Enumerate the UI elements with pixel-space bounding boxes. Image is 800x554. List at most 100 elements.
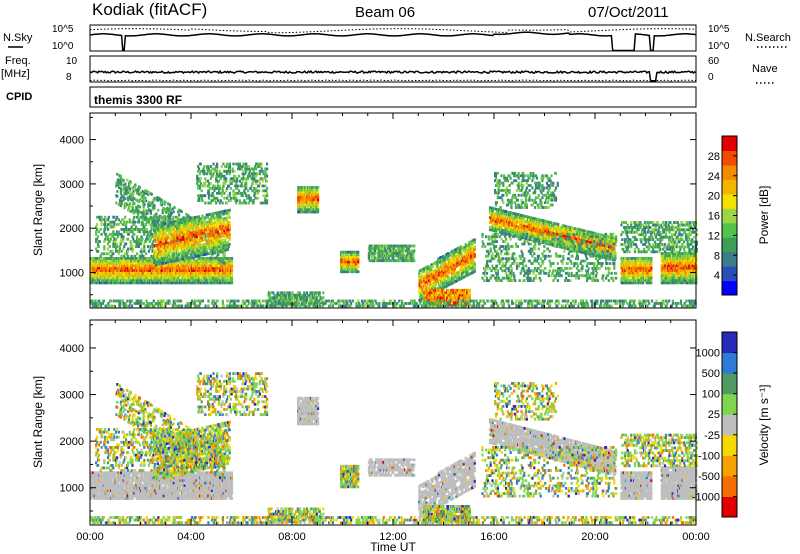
power-cell (291, 291, 294, 295)
power-cell (188, 248, 191, 252)
power-cell (178, 213, 181, 217)
power-cell (231, 167, 234, 171)
power-cell (147, 276, 150, 280)
power-cell (198, 184, 201, 188)
power-cell (125, 269, 128, 272)
power-cell (381, 244, 384, 248)
power-cell (96, 276, 99, 280)
power-cell (183, 276, 186, 280)
power-cell (194, 223, 197, 227)
power-cell (143, 225, 146, 229)
power-cell (166, 226, 169, 230)
power-cell (199, 177, 202, 181)
power-cell (156, 252, 159, 256)
power-cell (370, 256, 373, 260)
power-cell (119, 182, 122, 186)
power-cell (162, 218, 165, 222)
power-cell (149, 211, 152, 215)
power-cell (172, 266, 175, 270)
power-cell (218, 258, 221, 262)
power-cell (219, 199, 222, 202)
power-cell (240, 184, 243, 188)
nave-label: Nave (752, 63, 778, 75)
power-cell (204, 236, 207, 239)
power-cell (128, 187, 132, 191)
power-cell (147, 220, 150, 224)
power-cell (99, 254, 102, 258)
power-cell (142, 210, 145, 213)
power-cell (149, 235, 152, 239)
power-cell (165, 258, 169, 262)
power-cell (137, 189, 140, 193)
power-cell (124, 215, 127, 219)
power-cell (147, 264, 150, 268)
power-cell (120, 254, 123, 258)
power-cell (136, 235, 139, 239)
power-cell (204, 177, 207, 181)
power-cell (120, 274, 123, 277)
power-cell (167, 255, 170, 259)
power-cell (138, 240, 141, 243)
power-cell (188, 217, 191, 220)
power-cell (149, 209, 152, 213)
power-cell (214, 259, 217, 262)
power-cell (225, 189, 228, 193)
power-cell (221, 189, 224, 193)
power-cell (214, 256, 217, 260)
power-cell (134, 254, 137, 258)
power-cell (98, 266, 101, 270)
power-cell (115, 184, 118, 188)
power-cell (160, 218, 163, 221)
power-cell (112, 252, 115, 256)
power-cell (99, 228, 102, 231)
power-cell (413, 244, 416, 248)
power-cell (266, 187, 269, 190)
power-cell (159, 259, 162, 263)
power-cell (165, 269, 168, 272)
power-cell (141, 216, 144, 220)
power-cell (211, 174, 214, 178)
power-cell (184, 264, 187, 268)
power-cell (119, 192, 122, 195)
power-cell (111, 225, 114, 229)
power-cell (221, 258, 224, 262)
power-cell (170, 221, 173, 224)
power-cell (150, 245, 153, 248)
power-cell (163, 202, 166, 206)
power-cell (168, 250, 171, 254)
power-cell (166, 246, 169, 249)
power-cell (191, 241, 194, 244)
power-cell (153, 199, 156, 203)
power-cell (252, 201, 255, 205)
power-cell (200, 261, 204, 265)
power-cell (195, 235, 198, 238)
power-cell (163, 210, 166, 213)
power-cell (153, 227, 156, 230)
power-cell (245, 162, 248, 166)
power-cell (195, 227, 198, 231)
power-cell (132, 211, 135, 215)
power-cell (128, 209, 131, 212)
power-cell (244, 191, 247, 195)
power-cell (201, 279, 204, 282)
power-cell (164, 220, 167, 224)
power-cell (137, 218, 140, 222)
power-cell (347, 263, 350, 266)
power-cell (237, 184, 240, 188)
power-cell (198, 249, 201, 253)
power-cell (164, 208, 167, 211)
power-cell (228, 194, 231, 198)
power-cell (137, 204, 140, 208)
power-cell (164, 241, 168, 245)
power-cell (158, 197, 162, 201)
power-cell (302, 203, 305, 206)
power-cell (166, 206, 169, 210)
power-cell (367, 254, 370, 258)
power-cell (196, 182, 199, 185)
power-cell (218, 201, 221, 205)
power-cell (184, 257, 187, 260)
power-cell (178, 246, 181, 249)
power-cell (104, 215, 107, 219)
power-cell (95, 232, 98, 236)
power-cell (204, 276, 207, 280)
